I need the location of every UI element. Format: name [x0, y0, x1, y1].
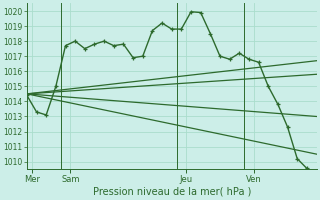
X-axis label: Pression niveau de la mer( hPa ): Pression niveau de la mer( hPa ) — [92, 187, 251, 197]
